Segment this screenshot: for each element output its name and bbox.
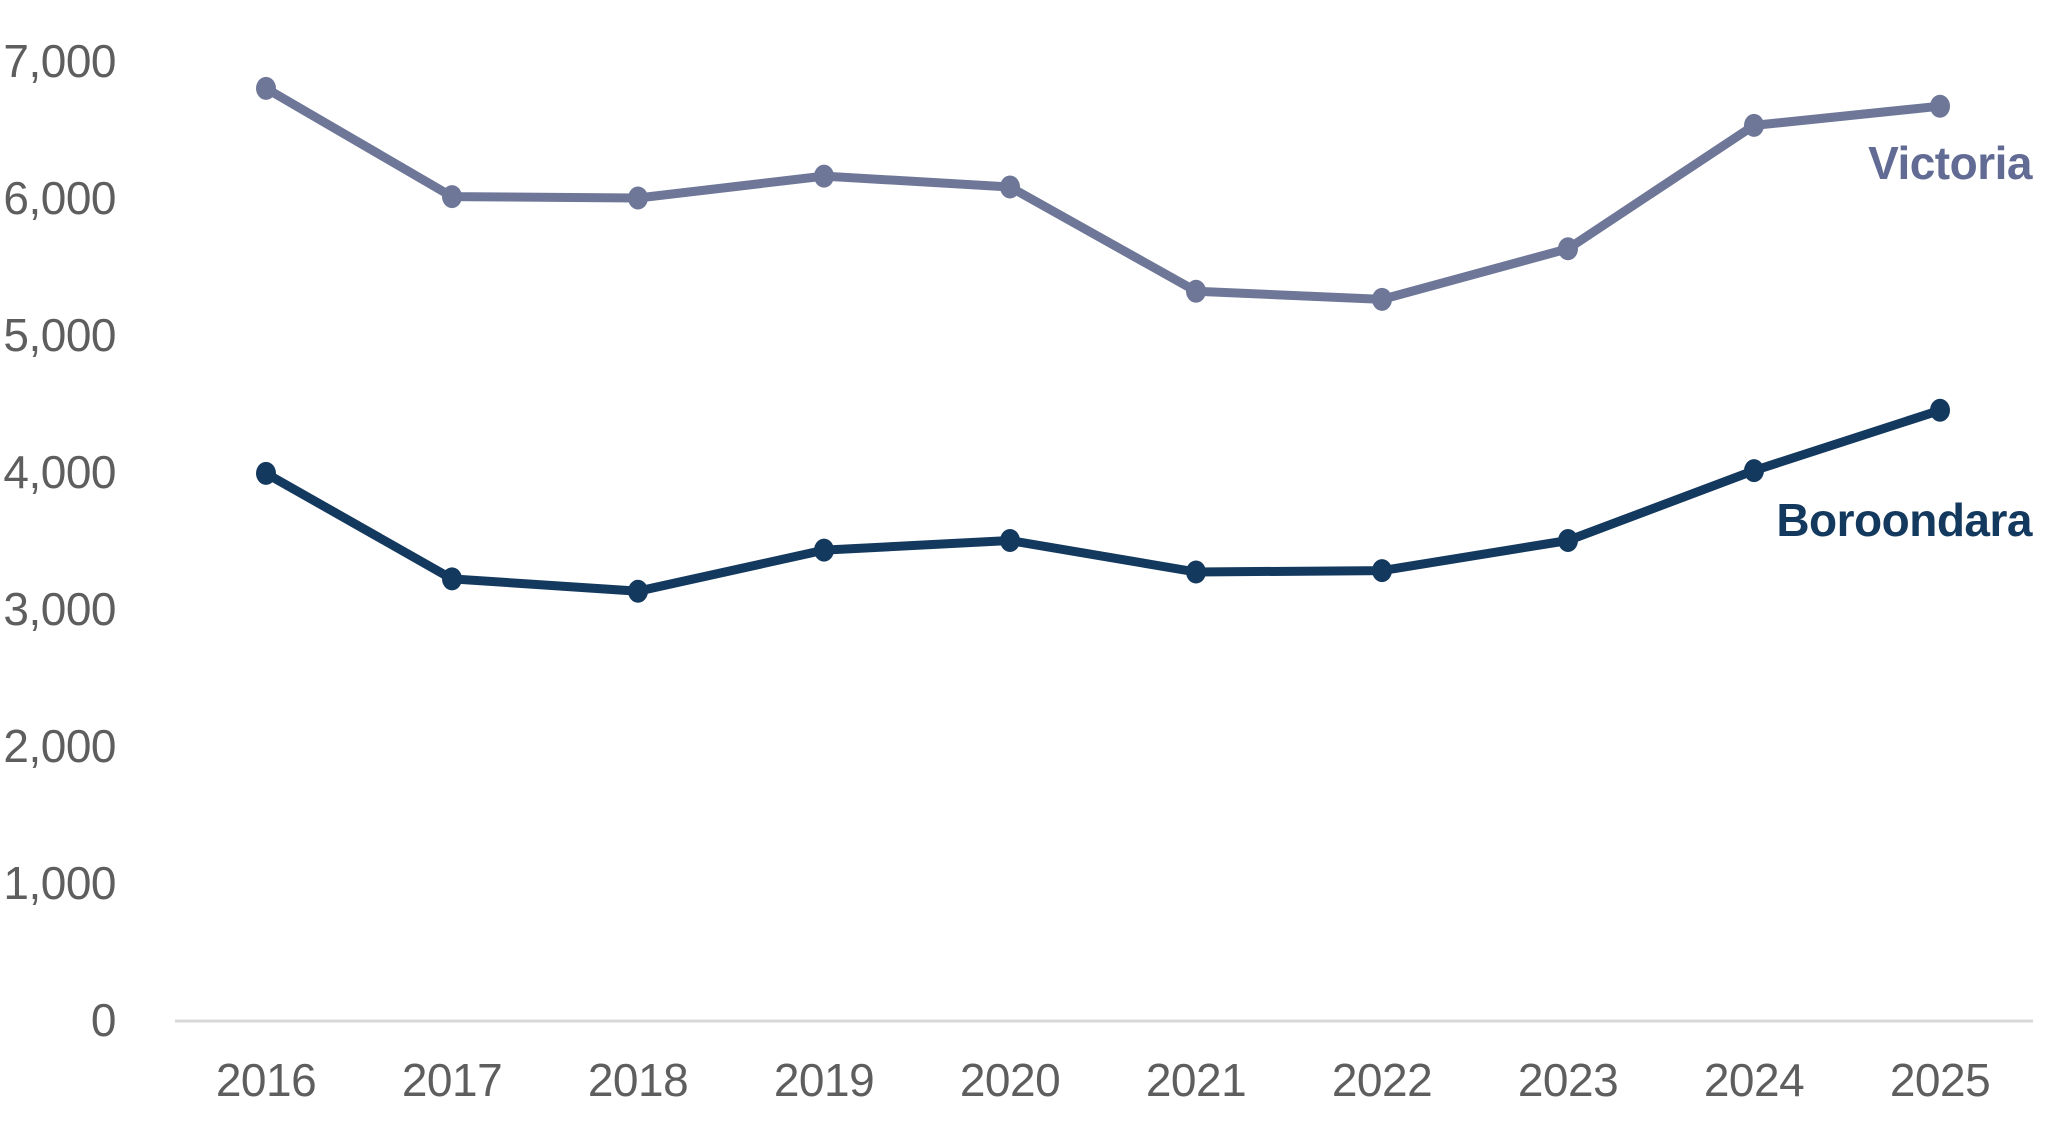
x-axis-tick-label: 2016 [216,1054,316,1106]
x-axis-tick-label: 2019 [774,1054,874,1106]
series-line-boroondara [261,405,1945,596]
x-axis-tick-label: 2017 [402,1054,502,1106]
series-label-victoria: Victoria [1868,137,2033,189]
series-point-boroondara-2020 [1000,529,1020,552]
series-point-victoria-2025 [1930,94,1950,118]
series-point-boroondara-2018 [628,579,648,603]
series-point-victoria-2016 [256,76,276,100]
series-point-boroondara-2017 [442,567,462,591]
x-axis-tick-label: 2025 [1890,1054,1990,1106]
y-axis-tick-labels: 0 1,000 2,000 3,000 4,000 5,000 6,000 7,000 [3,35,116,1046]
series-label-boroondara: Boroondara [1776,494,2033,546]
series-point-boroondara-2024 [1744,459,1764,483]
y-axis-tick-label: 0 [91,994,116,1046]
series-point-victoria-2020 [1000,175,1020,199]
series-point-victoria-2018 [628,186,648,210]
series-point-boroondara-2022 [1372,559,1392,583]
series-point-boroondara-2021 [1186,560,1206,584]
x-axis-tick-label: 2020 [960,1054,1060,1106]
y-axis-tick-label: 1,000 [3,857,116,909]
series-point-victoria-2023 [1558,237,1578,261]
series-point-victoria-2021 [1186,279,1206,303]
series-lines [256,76,1950,603]
x-axis-tick-label: 2023 [1518,1054,1618,1106]
series-point-victoria-2017 [442,185,462,209]
y-axis-tick-label: 6,000 [3,172,116,224]
series-point-victoria-2019 [814,164,834,188]
series-point-victoria-2024 [1744,113,1764,137]
x-axis-tick-labels: 2016 2017 2018 2019 2020 2021 2022 2023 2024 2025 [216,1054,1991,1106]
series-line-victoria [261,83,1945,304]
y-axis-tick-label: 5,000 [3,309,116,361]
series-point-boroondara-2019 [814,538,834,562]
series-point-boroondara-2016 [256,461,276,485]
x-axis-tick-label: 2018 [588,1054,688,1106]
series-point-boroondara-2025 [1930,398,1950,422]
series-point-victoria-2022 [1372,287,1392,311]
y-axis-tick-label: 7,000 [3,35,116,87]
y-axis-tick-label: 4,000 [3,446,116,498]
y-axis-tick-label: 3,000 [3,583,116,635]
x-axis-tick-label: 2022 [1332,1054,1432,1106]
series-point-boroondara-2023 [1558,529,1578,552]
y-axis-tick-label: 2,000 [3,720,116,772]
x-axis-tick-label: 2024 [1704,1054,1804,1106]
x-axis-tick-label: 2021 [1146,1054,1246,1106]
series-labels: Victoria Boroondara [1776,137,2033,546]
